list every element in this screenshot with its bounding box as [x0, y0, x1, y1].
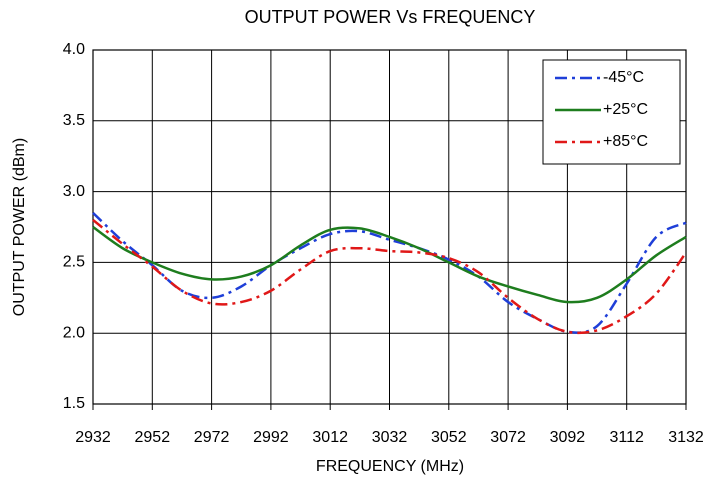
x-tick-label: 3052: [431, 429, 467, 446]
x-axis-label: FREQUENCY (MHz): [316, 458, 464, 475]
x-tick-label: 3072: [490, 429, 526, 446]
x-tick-label: 3032: [372, 429, 408, 446]
x-tick-label: 2972: [194, 429, 230, 446]
legend-label: +25°C: [603, 101, 648, 118]
legend-label: -45°C: [603, 69, 644, 86]
series-line: [92, 225, 687, 304]
x-tick-label: 3012: [312, 429, 348, 446]
y-axis-label: OUTPUT POWER (dBm): [11, 138, 28, 316]
x-tick-label: 2932: [75, 429, 111, 446]
legend-label: +85°C: [603, 133, 648, 150]
x-tick-label: 3112: [609, 429, 644, 446]
y-tick-label: 1.5: [63, 395, 85, 412]
y-tick-label: 2.0: [63, 324, 85, 341]
x-tick-label: 2992: [253, 429, 289, 446]
y-tick-label: 3.0: [63, 183, 85, 200]
y-tick-label: 3.5: [63, 112, 85, 129]
x-tick-label: 3132: [668, 429, 704, 446]
chart-title: OUTPUT POWER Vs FREQUENCY: [245, 7, 536, 27]
y-tick-label: 2.5: [63, 254, 85, 271]
x-tick-label: 2952: [135, 429, 171, 446]
y-tick-label: 4.0: [63, 41, 85, 58]
x-tick-label: 3092: [550, 429, 586, 446]
series-line: [92, 218, 688, 335]
